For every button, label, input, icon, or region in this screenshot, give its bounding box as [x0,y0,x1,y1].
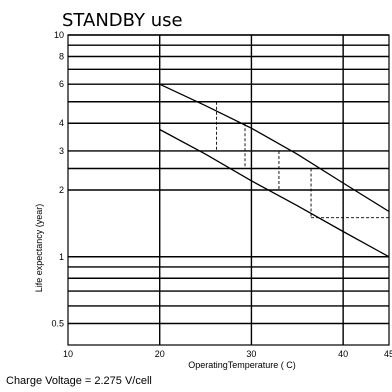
y-tick-label: 2 [59,185,64,195]
y-tick-label: 3 [59,146,64,156]
y-tick-labels: 0.5 1 2 3 4 6 8 10 [51,30,64,329]
x-tick-label: 10 [63,349,73,359]
x-tick-label: 30 [246,349,256,359]
y-tick-label: 6 [59,79,64,89]
y-tick-label: 8 [59,51,64,61]
chart-title: STANDBY use [62,10,183,31]
x-tick-labels: 10 20 30 40 45 [63,349,392,359]
charge-voltage-note: Charge Voltage = 2.275 V/cell [6,375,152,387]
y-tick-label: 4 [59,118,64,128]
y-tick-label: 0.5 [51,319,64,329]
y-tick-label: 10 [54,30,64,40]
y-tick-label: 1 [59,252,64,262]
x-tick-label: 45 [384,349,392,359]
plot-area [67,34,390,346]
y-axis-label: Life expectancy (year) [34,204,44,293]
x-axis-label: OperatingTemperature ( C) [188,360,296,370]
lower-life-line [159,128,390,258]
upper-life-line [159,83,390,213]
x-tick-label: 40 [338,349,348,359]
x-tick-label: 20 [155,349,165,359]
